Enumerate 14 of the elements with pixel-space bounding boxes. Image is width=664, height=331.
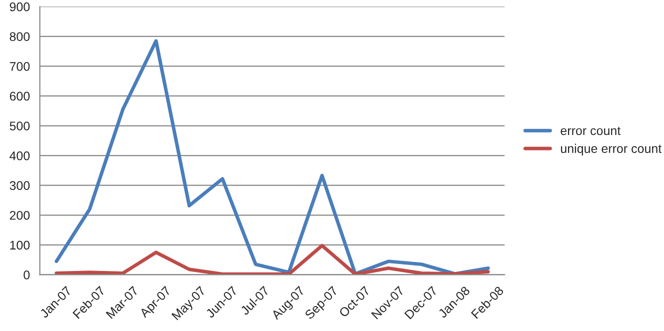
legend-label: error count	[560, 126, 621, 136]
line-series	[54, 244, 490, 275]
y-tick-label: 900	[10, 2, 30, 12]
line-series	[54, 39, 490, 275]
y-tick-label: 800	[10, 32, 30, 42]
y-tick-label: 100	[10, 240, 30, 250]
legend-label: unique error count	[561, 144, 662, 156]
y-tick-label: 300	[10, 181, 30, 190]
y-tick-label: 600	[10, 92, 30, 101]
y-tick-label: 0	[24, 270, 30, 280]
y-tick-label: 200	[10, 210, 30, 220]
y-tick-label: 700	[10, 62, 30, 71]
y-tick-label: 400	[10, 151, 30, 160]
y-tick-label: 500	[10, 122, 30, 130]
